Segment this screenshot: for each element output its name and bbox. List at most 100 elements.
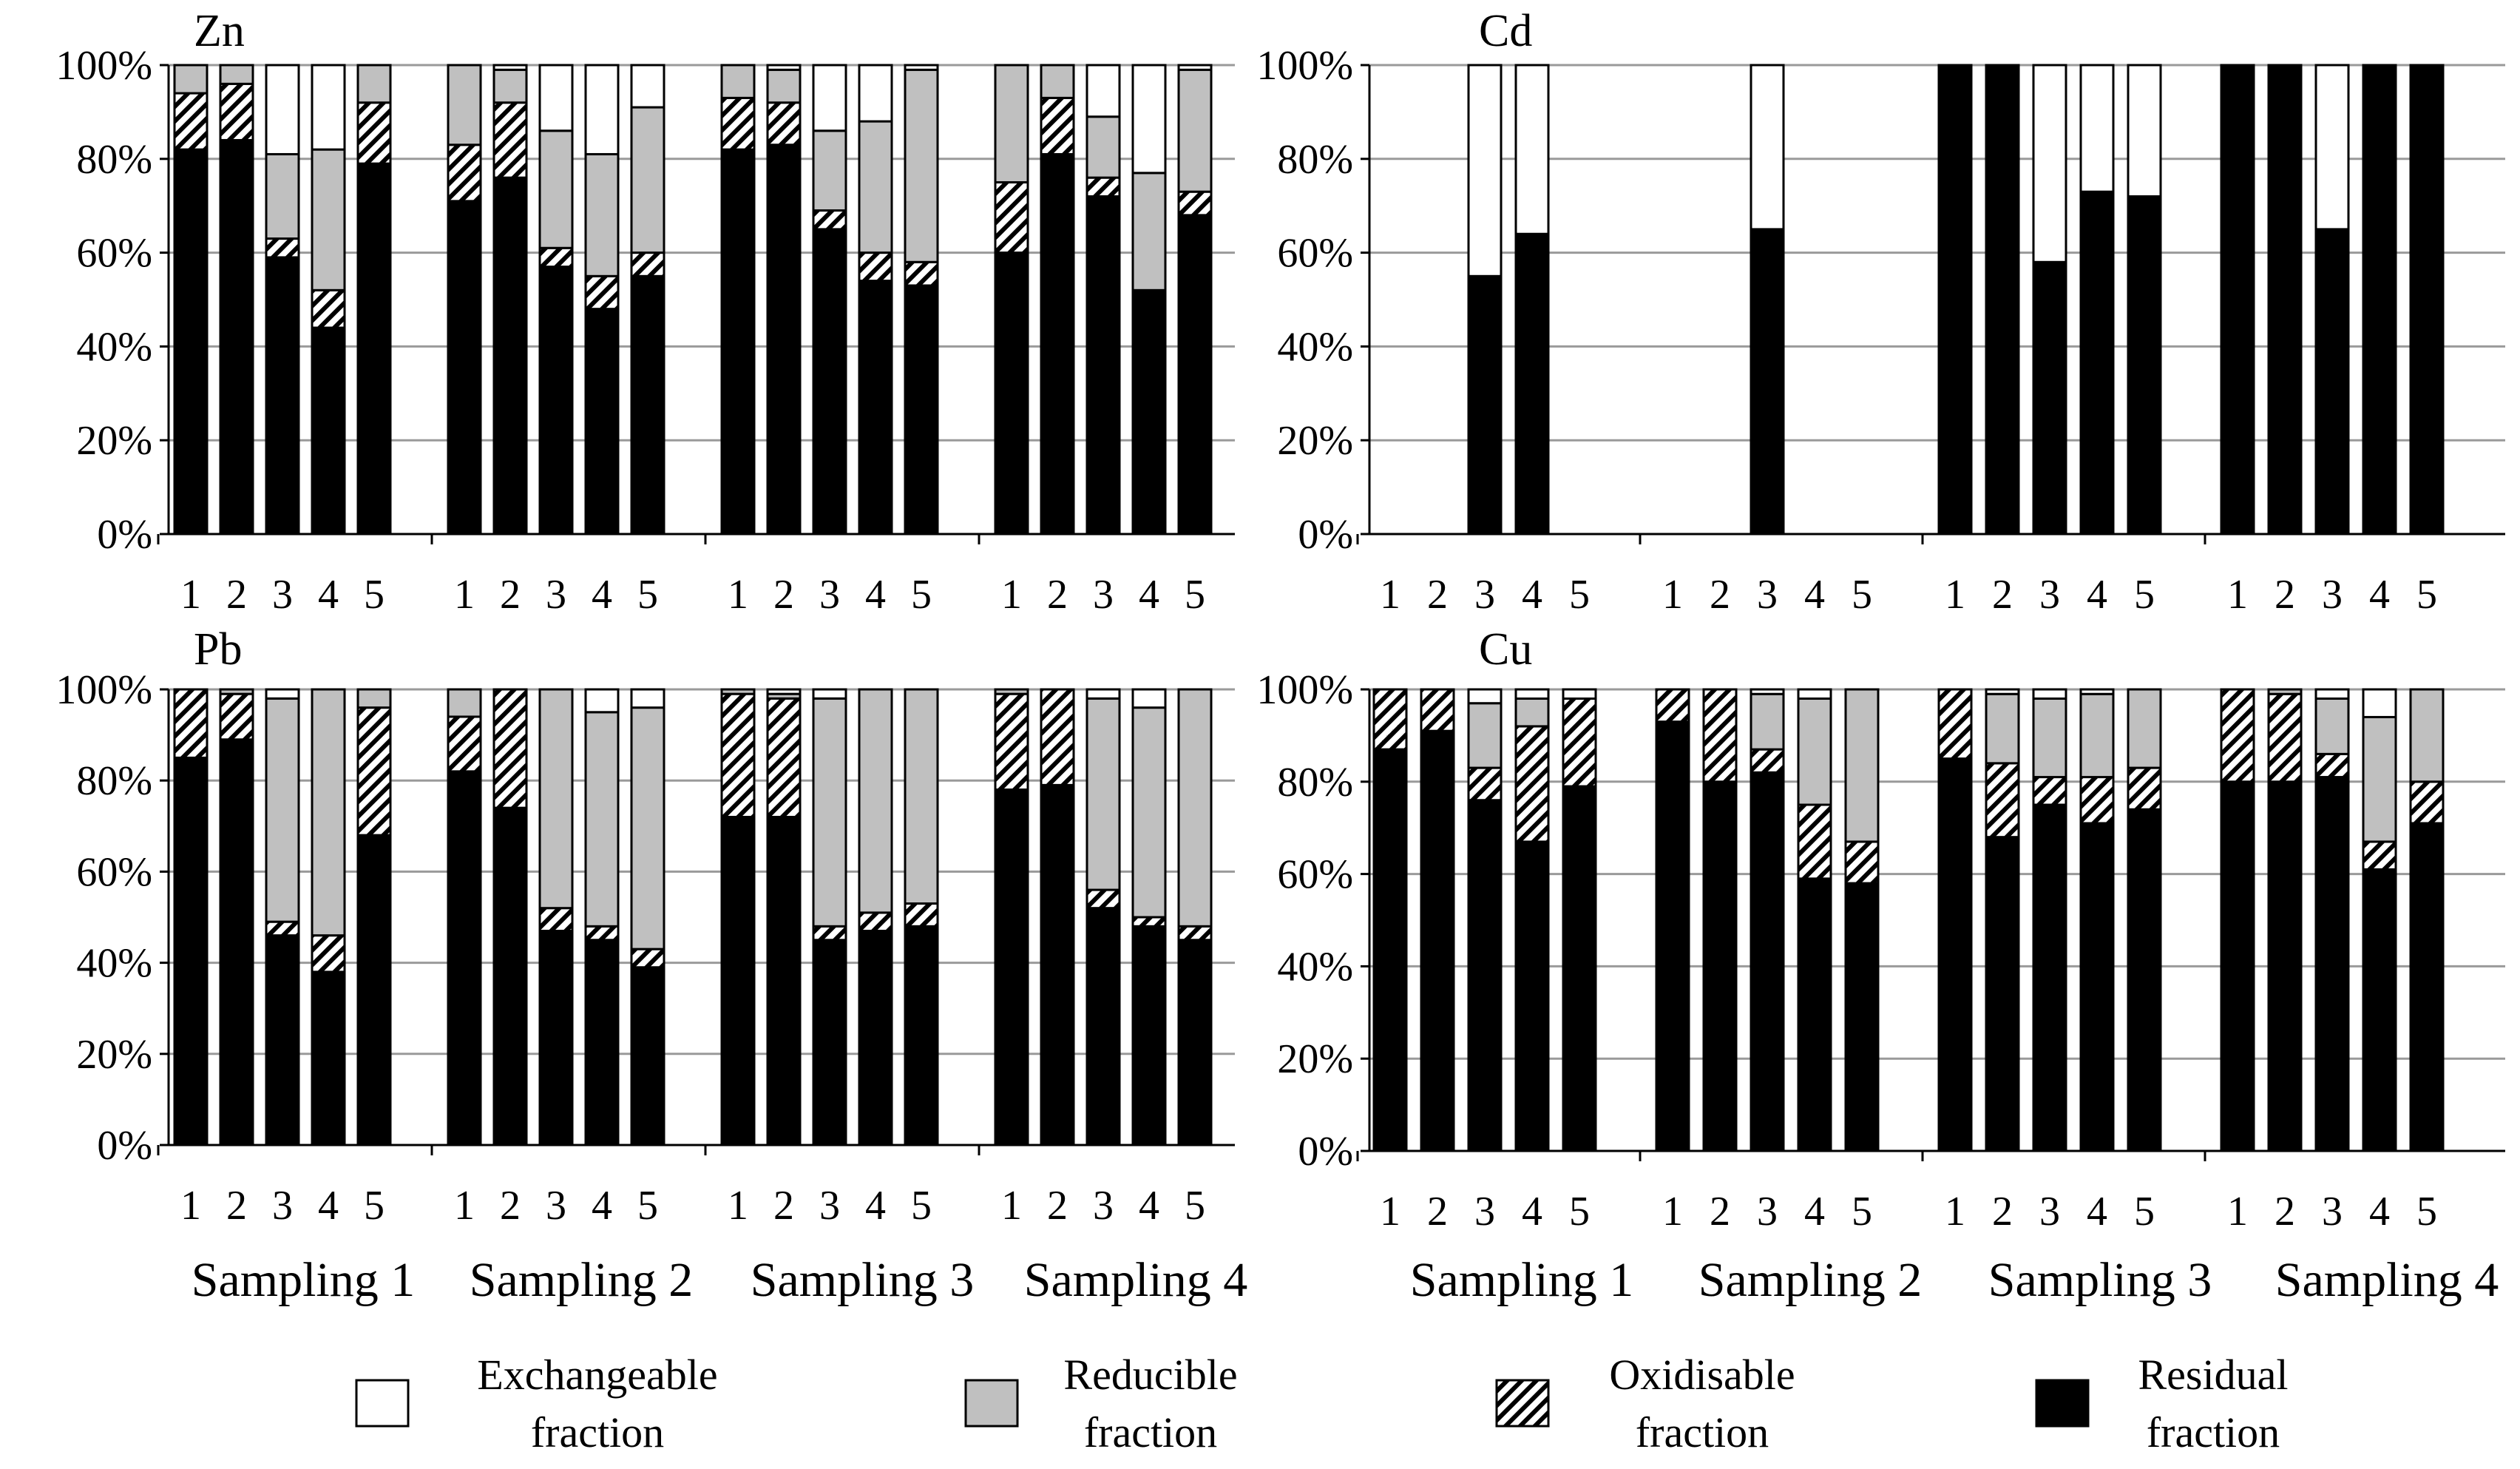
bar-segment-exchangeable: [1750, 64, 1785, 231]
bar-segment-residual: [1655, 720, 1690, 1152]
bar-segment-reducible: [1797, 697, 1832, 806]
bar-segment-exchangeable: [584, 64, 620, 155]
panel-cd: 0%20%40%60%80%100%1 2 3 4 5 1 2 3 4 5 1 2 3 4 5 1 2 3 4 5Cd: [1256, 6, 2505, 618]
y-tick-label: 20%: [76, 418, 152, 464]
bar-segment-residual: [1467, 799, 1503, 1152]
bar-segment-residual: [219, 738, 254, 1147]
bar-segment-reducible: [447, 688, 482, 718]
bar-segment-reducible: [173, 64, 209, 95]
bar-segment-exchangeable: [766, 688, 802, 695]
bar-segment-oxidisable: [2079, 776, 2115, 825]
bar-segment-reducible: [630, 106, 665, 254]
x-tick-label: 4: [318, 572, 339, 618]
x-tick-label: 5: [1569, 1189, 1590, 1235]
bar-segment-residual: [1420, 729, 1455, 1152]
bar-segment-oxidisable: [858, 251, 893, 283]
bar-segment-oxidisable: [812, 925, 847, 942]
bar-segment-residual: [2362, 868, 2397, 1152]
bar-segment-exchangeable: [2314, 688, 2350, 700]
legend-label-line2: fraction: [531, 1408, 664, 1456]
x-tick-label: 1: [728, 1183, 748, 1229]
bar-segment-residual: [584, 939, 620, 1147]
bar-segment-oxidisable: [492, 101, 528, 179]
bar-segment-exchangeable: [858, 64, 893, 123]
bar-segment-residual: [812, 228, 847, 536]
x-tick-label: 4: [1522, 1189, 1542, 1235]
x-tick-label: 5: [2416, 572, 2437, 618]
bar-segment-oxidisable: [311, 288, 346, 329]
bar-segment-oxidisable: [1467, 766, 1503, 802]
bar-segment-residual: [584, 308, 620, 536]
bar-segment-residual: [538, 266, 574, 536]
bar-segment-oxidisable: [1797, 803, 1832, 880]
x-tick-label: 3: [2039, 1189, 2060, 1235]
panel-title: Cd: [1479, 6, 1532, 56]
bar-segment-residual: [858, 280, 893, 536]
y-tick-label: 60%: [76, 849, 152, 895]
x-tick-label: 5: [1569, 572, 1590, 618]
legend-label: Residual: [2138, 1351, 2289, 1399]
bar-segment-exchangeable: [1514, 64, 1550, 235]
bar-segment-reducible: [1985, 692, 2020, 765]
x-tick-label: 4: [1139, 1183, 1159, 1229]
panel-title: Zn: [194, 6, 245, 56]
bar-segment-residual: [447, 200, 482, 536]
bar-segment-oxidisable: [720, 692, 756, 818]
bar-segment-exchangeable: [812, 64, 847, 132]
y-tick-label: 40%: [1277, 324, 1353, 370]
bar-segment-residual: [2127, 808, 2162, 1152]
legend-swatch: [2035, 1379, 2090, 1428]
group-label: Sampling 2: [1698, 1253, 1923, 1307]
bar-segment-residual: [1514, 840, 1550, 1152]
bar-segment-exchangeable: [2079, 64, 2115, 193]
group-label: Sampling 1: [1410, 1253, 1634, 1307]
bar-segment-reducible: [2362, 715, 2397, 843]
bar-segment-reducible: [720, 64, 756, 99]
y-tick-label: 40%: [76, 941, 152, 987]
bar-segment-residual: [766, 143, 802, 536]
y-tick-label: 80%: [76, 758, 152, 804]
x-tick-label: 1: [2227, 1189, 2248, 1235]
y-tick-label: 40%: [1277, 944, 1353, 990]
x-tick-label: 4: [592, 572, 612, 618]
x-tick-label: 3: [1757, 1189, 1778, 1235]
bar-segment-residual: [2362, 64, 2397, 536]
bar-segment-exchangeable: [1085, 64, 1121, 118]
bar-segment-reducible: [1131, 172, 1167, 291]
x-tick-label: 4: [592, 1183, 612, 1229]
bar-segment-reducible: [1085, 697, 1121, 891]
bar-segment-oxidisable: [2267, 692, 2303, 783]
bar-segment-reducible: [994, 688, 1029, 695]
legend-label: Oxidisable: [1609, 1351, 1795, 1399]
bar-segment-residual: [2314, 228, 2350, 536]
bar-segment-reducible: [904, 688, 939, 905]
y-tick-label: 20%: [1277, 418, 1353, 464]
bar-segment-reducible: [2409, 688, 2445, 783]
x-tick-label: 1: [1001, 1183, 1022, 1229]
bar-segment-oxidisable: [1085, 888, 1121, 910]
x-tick-label: 2: [1992, 1189, 2013, 1235]
bar-segment-residual: [1562, 785, 1597, 1152]
bar-segment-reducible: [2267, 688, 2303, 695]
x-tick-label: 2: [1427, 1189, 1448, 1235]
bar-segment-exchangeable: [1131, 64, 1167, 175]
bar-segment-oxidisable: [1177, 925, 1213, 942]
bar-segment-oxidisable: [265, 920, 300, 937]
x-tick-label: 1: [1380, 572, 1400, 618]
bar-segment-residual: [994, 251, 1029, 536]
y-tick-label: 0%: [1298, 1129, 1353, 1175]
bar-segment-residual: [356, 834, 392, 1147]
bar-segment-oxidisable: [1702, 688, 1738, 783]
bar-segment-residual: [219, 138, 254, 536]
x-tick-label: 5: [637, 1183, 658, 1229]
bar-segment-oxidisable: [492, 688, 528, 809]
bar-segment-reducible: [265, 697, 300, 923]
bar-segment-oxidisable: [1372, 688, 1408, 751]
bar-segment-reducible: [538, 129, 574, 249]
